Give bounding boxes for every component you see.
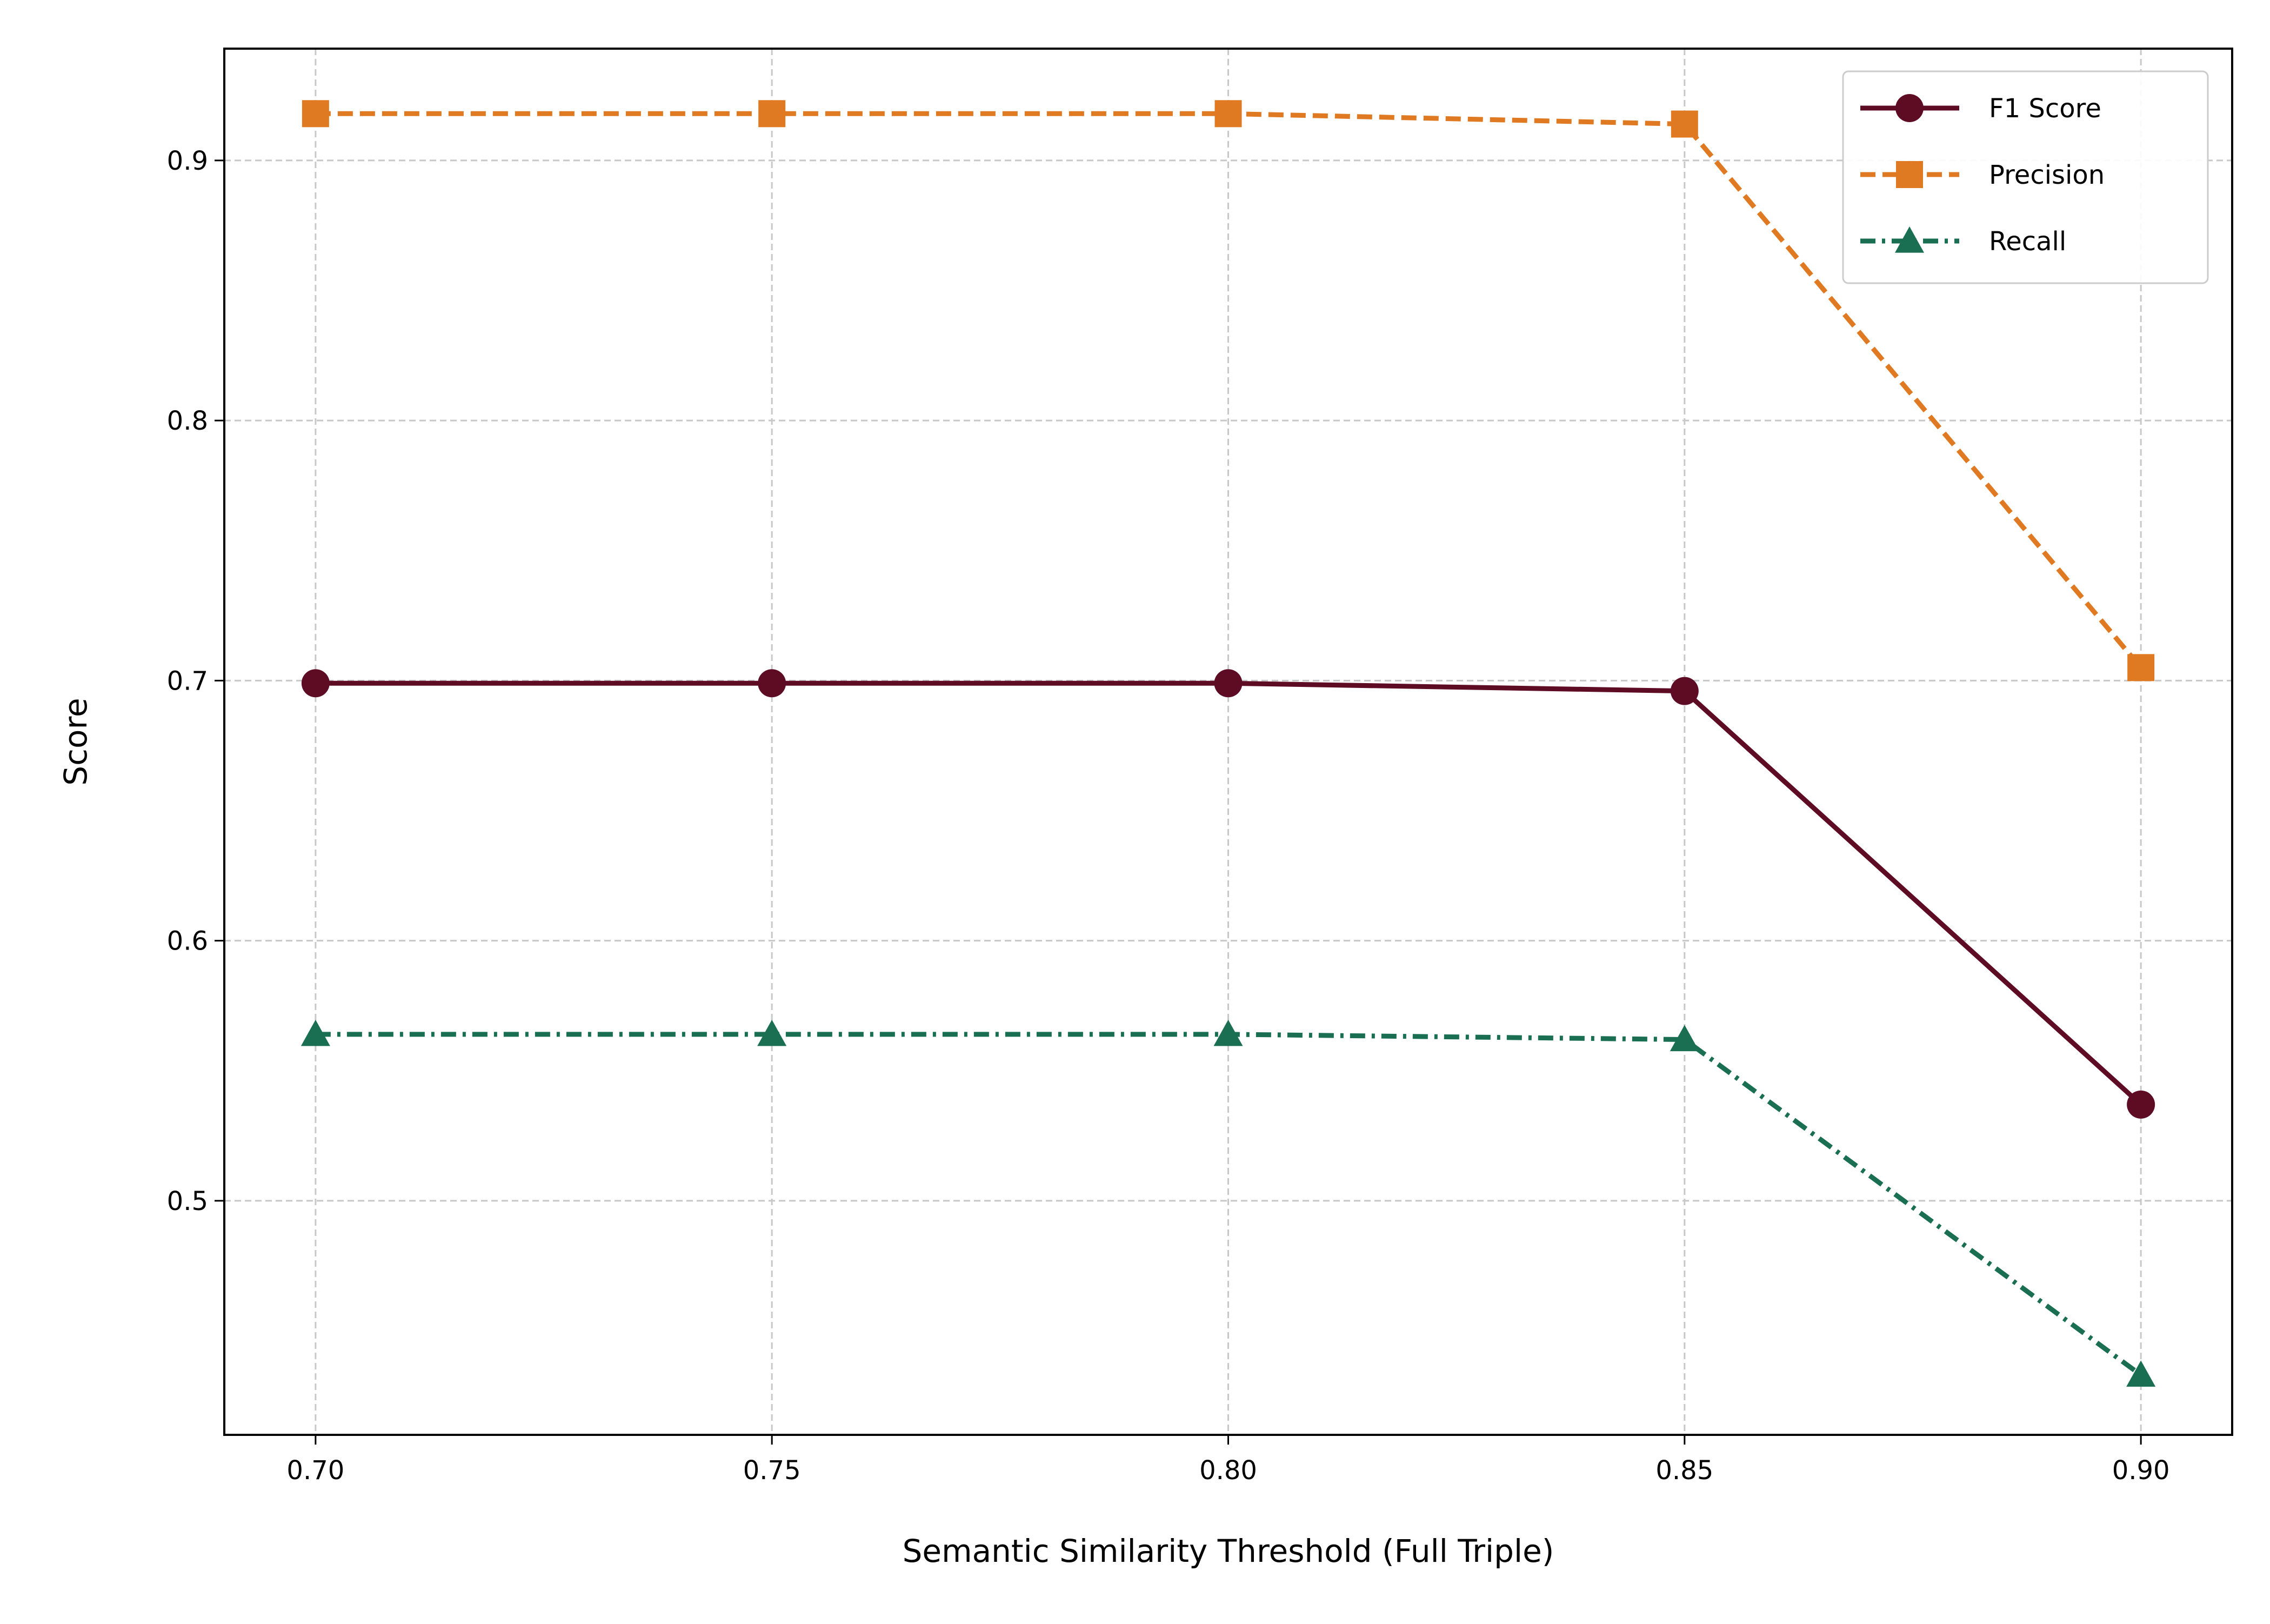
data-point [2126,1360,2156,1387]
legend-label: Precision [1989,160,2105,190]
legend-label: F1 Score [1989,93,2101,124]
data-point [2127,1090,2155,1119]
y-tick-label: 0.8 [167,406,208,436]
x-tick-label: 0.75 [743,1455,801,1486]
data-point [1214,669,1243,698]
legend-marker [1895,226,1924,253]
grid [224,49,2232,1435]
y-tick-label: 0.9 [167,146,208,176]
data-point [302,100,329,128]
legend-entry: Recall [1860,226,2066,257]
series-precision [302,100,2155,681]
series-f1-score [301,669,2155,1119]
data-point [757,1019,787,1046]
legend-marker [1895,94,1924,122]
legend: F1 Score Precision Recall [1842,70,2209,284]
data-point [2127,654,2155,681]
legend-marker [1896,161,1923,188]
data-point [1671,110,1698,138]
data-point [1670,677,1699,705]
data-point [758,100,786,128]
y-tick-label: 0.6 [167,926,208,957]
data-point [1670,1025,1699,1052]
x-axis-label: Semantic Similarity Threshold (Full Trip… [903,1533,1554,1569]
x-axis-ticks: 0.70 0.75 0.80 0.85 0.90 [286,1435,2170,1486]
x-tick-label: 0.70 [286,1455,344,1486]
data-point [1214,100,1242,128]
x-tick-label: 0.85 [1655,1455,1713,1486]
x-tick-label: 0.90 [2112,1455,2170,1486]
data-point [758,669,786,698]
legend-box [1842,70,2209,284]
y-axis-ticks: 0.5 0.6 0.7 0.8 0.9 [167,146,224,1217]
legend-label: Recall [1989,226,2066,257]
y-axis-label: Score [57,698,94,785]
series-recall [301,1019,2156,1387]
y-tick-label: 0.5 [167,1186,208,1217]
data-point [301,1019,330,1046]
data-point [301,669,330,698]
legend-entry: F1 Score [1860,93,2101,124]
x-tick-label: 0.80 [1199,1455,1257,1486]
legend-entry: Precision [1860,160,2105,190]
y-tick-label: 0.7 [167,666,208,696]
series-lines [301,100,2156,1387]
data-point [1213,1019,1243,1046]
